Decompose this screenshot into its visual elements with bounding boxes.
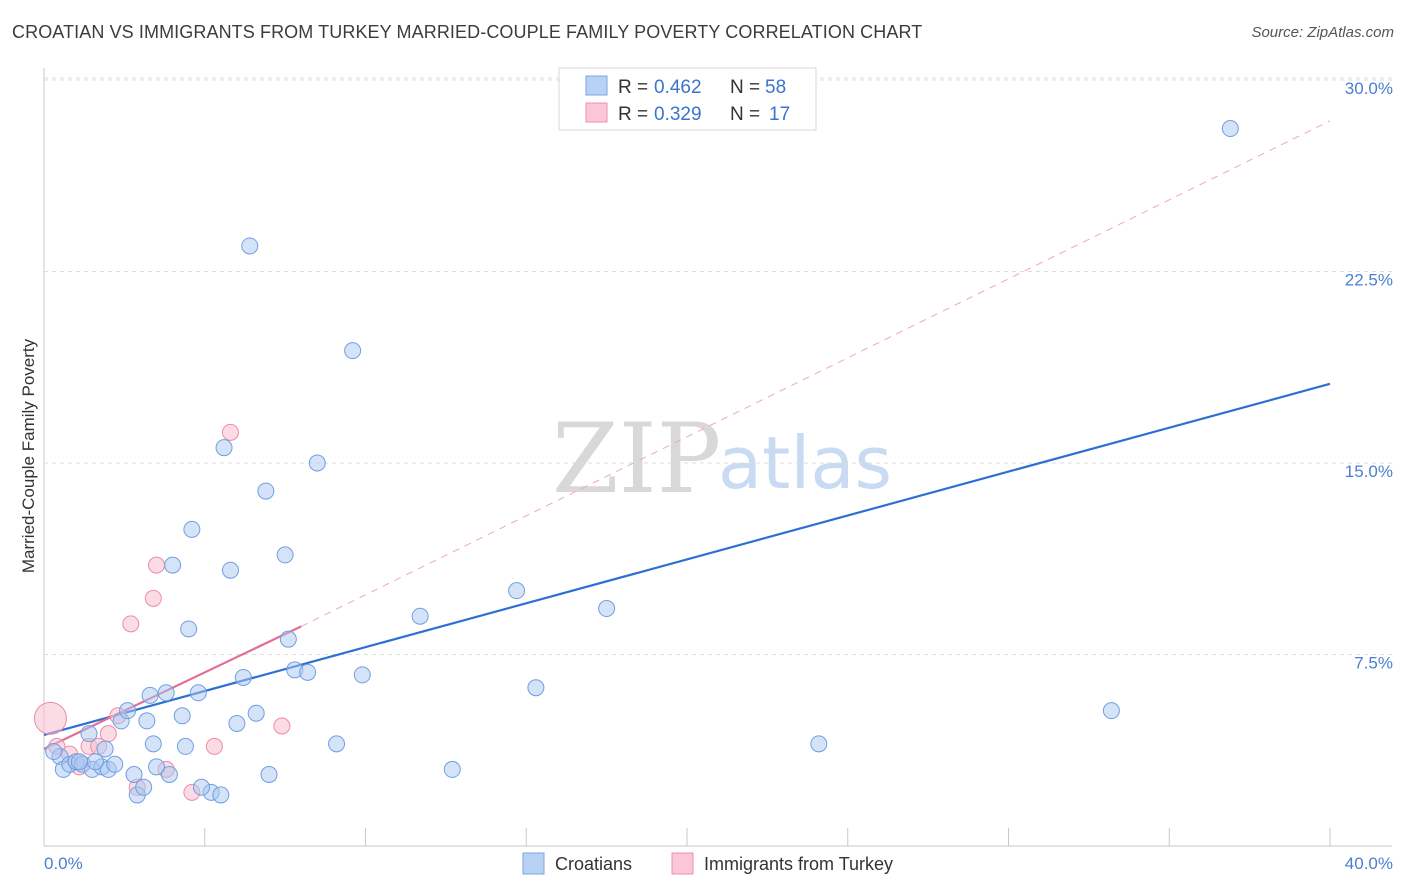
legend-croatians-swatch (522, 852, 545, 875)
point-turkey-7 (122, 615, 140, 633)
point-croatians-53 (119, 702, 137, 720)
point-croatians-33 (260, 766, 278, 784)
x-axis-ticks (204, 828, 1331, 846)
legend-turkey-label: Immigrants from Turkey (704, 854, 893, 874)
y-axis-tick-labels: 7.5% 15.0% 22.5% 30.0% (1345, 79, 1393, 673)
bottom-legend: Croatians Immigrants from Turkey (522, 852, 893, 875)
point-croatians-11 (125, 766, 143, 784)
point-croatians-56 (212, 786, 230, 804)
legend-croatians-label: Croatians (555, 854, 632, 874)
turkey-r-label: R = (618, 104, 648, 125)
point-croatians-39 (328, 735, 346, 753)
point-croatians-20 (173, 707, 191, 725)
watermark-zip: ZIP (552, 403, 721, 515)
turkey-n-value: 17 (769, 104, 790, 125)
point-turkey-9 (144, 589, 162, 607)
point-croatians-57 (106, 755, 124, 773)
point-croatians-15 (144, 735, 162, 753)
point-croatians-44 (508, 582, 526, 600)
point-croatians-48 (1102, 702, 1120, 720)
point-turkey-16 (33, 701, 67, 735)
y-axis-label: Married-Couple Family Poverty (19, 338, 38, 573)
point-croatians-23 (189, 684, 207, 702)
point-croatians-26 (215, 439, 233, 457)
point-croatians-49 (1221, 120, 1239, 138)
croatians-r-label: R = (618, 77, 648, 98)
point-croatians-50 (45, 743, 63, 761)
legend-turkey-swatch (671, 852, 694, 875)
point-croatians-31 (247, 704, 265, 722)
point-turkey-5 (99, 725, 117, 743)
point-croatians-37 (299, 663, 317, 681)
point-croatians-27 (221, 561, 239, 579)
point-croatians-19 (164, 556, 182, 574)
y-tick-label-2: 22.5% (1345, 271, 1393, 290)
point-croatians-29 (234, 668, 252, 686)
point-croatians-8 (80, 725, 98, 743)
point-croatians-52 (86, 753, 104, 771)
stats-legend: R = 0.462 N = 58 R = 0.329 N = 17 (558, 67, 817, 131)
series-immigrants-from-turkey (33, 423, 291, 801)
x-tick-label-max: 40.0% (1345, 854, 1393, 873)
point-croatians-14 (138, 712, 156, 730)
point-croatians-54 (148, 758, 166, 776)
point-turkey-13 (205, 737, 223, 755)
point-croatians-40 (344, 342, 362, 360)
y-tick-label-3: 30.0% (1345, 79, 1393, 98)
turkey-r-value: 0.329 (654, 104, 702, 125)
point-croatians-16 (141, 686, 159, 704)
point-turkey-10 (148, 556, 166, 574)
point-croatians-42 (411, 607, 429, 625)
point-croatians-46 (598, 600, 616, 618)
point-turkey-15 (273, 717, 291, 735)
point-croatians-24 (183, 520, 201, 538)
croatians-r-value: 0.462 (654, 77, 702, 98)
turkey-swatch (585, 102, 608, 123)
point-croatians-45 (527, 679, 545, 697)
point-croatians-32 (257, 482, 275, 500)
point-croatians-43 (443, 760, 461, 778)
point-croatians-17 (157, 684, 175, 702)
point-croatians-18 (160, 766, 178, 784)
point-croatians-22 (180, 620, 198, 638)
point-croatians-21 (176, 737, 194, 755)
series-croatians (45, 120, 1239, 804)
point-croatians-47 (810, 735, 828, 753)
y-tick-label-0: 7.5% (1354, 654, 1393, 673)
turkey-n-label: N = (730, 104, 760, 125)
point-croatians-13 (135, 778, 153, 796)
x-tick-label-min: 0.0% (44, 854, 83, 873)
gridlines (44, 77, 1392, 655)
point-croatians-55 (193, 778, 211, 796)
chart-title: CROATIAN VS IMMIGRANTS FROM TURKEY MARRI… (12, 22, 923, 42)
y-tick-label-1: 15.0% (1345, 462, 1393, 481)
croatians-n-value: 58 (765, 77, 786, 98)
croatians-swatch (585, 75, 608, 96)
point-croatians-9 (96, 740, 114, 758)
trend-line-croatians (43, 382, 1331, 736)
point-croatians-34 (276, 546, 294, 564)
trend-line-turkey-extension (300, 120, 1331, 627)
point-turkey-14 (221, 423, 239, 441)
point-croatians-41 (353, 666, 371, 684)
point-croatians-30 (241, 237, 259, 255)
point-croatians-51 (70, 753, 88, 771)
croatians-n-label: N = (730, 77, 760, 98)
point-croatians-38 (308, 454, 326, 472)
source-note: Source: ZipAtlas.com (1251, 24, 1394, 41)
point-croatians-28 (228, 714, 246, 732)
point-croatians-35 (279, 630, 297, 648)
